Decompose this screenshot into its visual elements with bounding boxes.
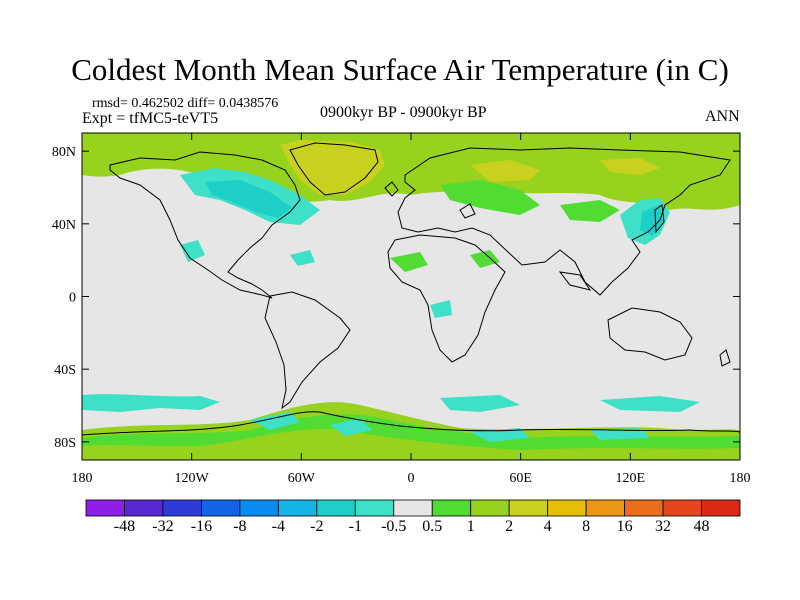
colorbar-swatch — [701, 499, 741, 517]
lat-tick-label: 0 — [69, 291, 76, 306]
colorbar-label: 32 — [655, 518, 672, 535]
colorbar-swatch — [662, 499, 702, 517]
colorbar-swatch — [508, 499, 549, 517]
map-title: Coldest Month Mean Surface Air Temperatu… — [71, 52, 729, 87]
colorbar-label: -32 — [152, 518, 174, 535]
lat-tick-label: 40N — [52, 218, 76, 233]
australia-coast — [607, 307, 693, 361]
colorbar-label: 4 — [543, 518, 552, 535]
lon-tick-label: 180 — [730, 471, 751, 486]
lon-tick-label: 0 — [408, 471, 415, 486]
experiment-label: Expt = tfMC5-teVT5 — [82, 110, 219, 127]
lat-tick-label: 80S — [54, 436, 76, 451]
colorbar-label: -8 — [233, 518, 247, 535]
colorbar-label: 0.5 — [422, 518, 443, 535]
colorbar-swatch — [624, 499, 664, 517]
colorbar-swatch — [316, 499, 356, 517]
colorbar-label: 1 — [466, 518, 475, 535]
eurasia-coast — [397, 147, 731, 296]
colorbar-swatch — [124, 499, 164, 517]
colorbar-swatch — [354, 499, 395, 517]
colorbar-label: -4 — [271, 518, 286, 535]
islands-coast — [384, 181, 731, 367]
colorbar — [85, 499, 741, 517]
europe-green-patch — [440, 180, 540, 215]
colorbar-swatch — [547, 499, 587, 517]
colorbar-label: -2 — [310, 518, 324, 535]
season-label: ANN — [705, 108, 740, 125]
arctic-yellow-spots — [470, 158, 660, 182]
lat-tick-label: 40S — [54, 363, 76, 378]
lon-tick-label: 120E — [616, 471, 646, 486]
map-axes: 80N 40N 0 40S 80S 180 120W 60W 0 60E 120E 180 — [52, 133, 751, 486]
coastlines — [82, 142, 740, 436]
period-label: 0900kyr BP - 0900kyr BP — [320, 104, 487, 121]
japan-cool-core — [640, 205, 664, 236]
colorbar-label: -1 — [348, 518, 362, 535]
lat-tick-label: 80N — [52, 145, 76, 160]
lon-tick-label: 180 — [72, 471, 93, 486]
colorbar-swatch — [201, 499, 241, 517]
greenland-warm-patch — [280, 140, 385, 195]
southern-ocean-cool-band — [82, 394, 700, 412]
colorbar-swatch — [393, 499, 433, 517]
colorbar-swatch — [277, 499, 318, 517]
colorbar-label: 16 — [616, 518, 633, 535]
colorbar-label: 8 — [582, 518, 591, 535]
colorbar-label: -48 — [113, 518, 136, 535]
north-america-cool-core — [205, 180, 292, 218]
colorbar-swatch — [85, 499, 125, 517]
antarctica-cool-spots — [250, 412, 650, 442]
asia-green-patch — [390, 200, 620, 272]
lon-tick-label: 60W — [288, 471, 316, 486]
south-america-coast — [264, 291, 351, 410]
antarctica-coast — [82, 411, 740, 436]
colorbar-swatch — [239, 499, 279, 517]
colorbar-label: -16 — [190, 518, 213, 535]
lon-tick-label: 120W — [175, 471, 210, 486]
colorbar-label: 2 — [505, 518, 514, 535]
rmsd-diff-stats: rmsd= 0.462502 diff= 0.0438576 — [92, 96, 279, 111]
north-america-coast — [109, 151, 301, 299]
antarctica-green-band — [82, 414, 740, 450]
lon-tick-label: 60E — [509, 471, 532, 486]
colorbar-swatch — [585, 499, 625, 517]
colorbar-label: -0.5 — [381, 518, 407, 535]
colorbar-swatch — [470, 499, 510, 517]
colorbar-swatch — [162, 499, 202, 517]
colorbar-label: 48 — [693, 518, 710, 535]
africa-coast — [387, 234, 506, 363]
greenland-coast — [289, 142, 379, 196]
colorbar-swatch — [431, 499, 472, 517]
